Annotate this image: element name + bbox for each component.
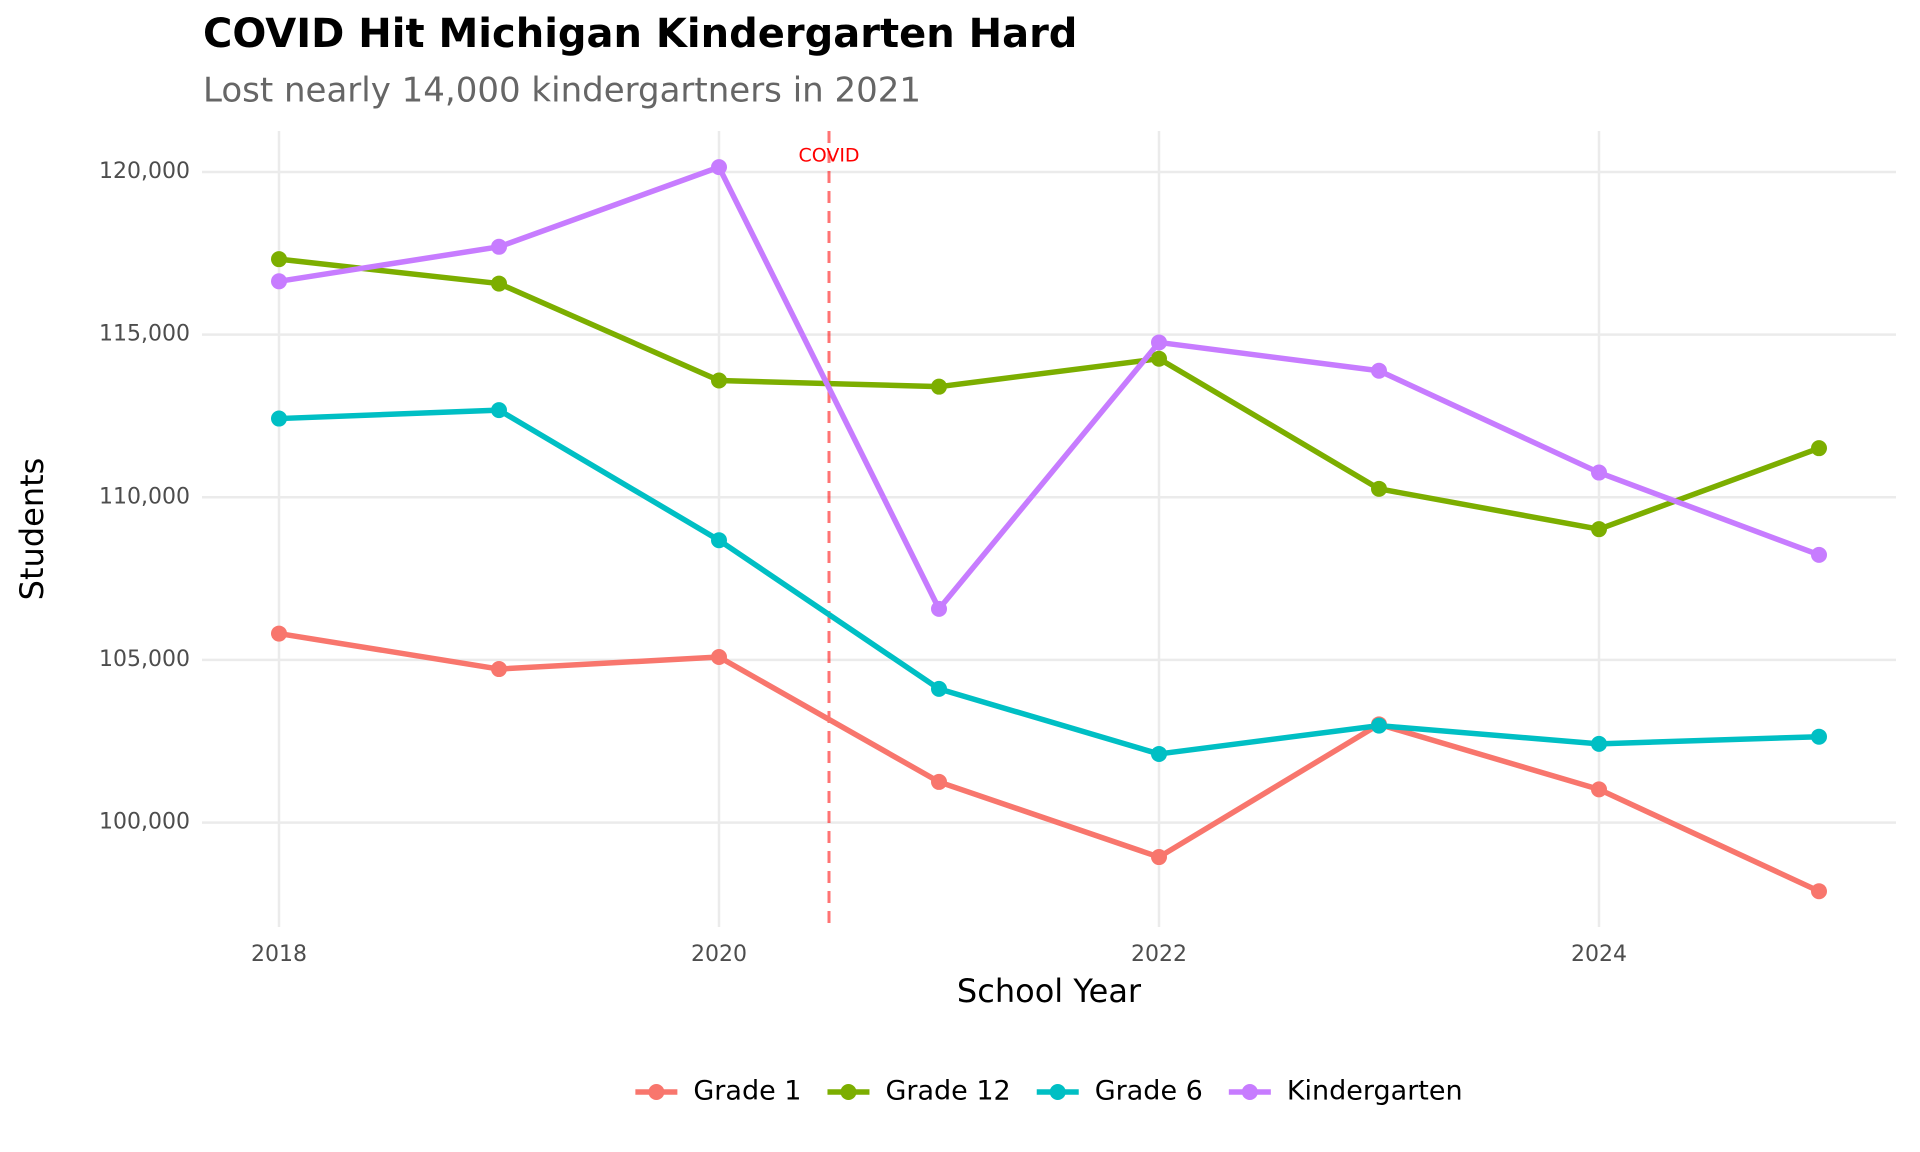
y-tick-label: 100,000	[99, 810, 190, 835]
y-tick-label: 105,000	[99, 647, 190, 672]
data-point	[1591, 521, 1607, 538]
data-point	[271, 410, 287, 427]
data-point	[931, 680, 947, 697]
legend-item: Grade 6	[1036, 1076, 1203, 1107]
legend-item: Grade 1	[635, 1076, 801, 1107]
legend-label: Kindergarten	[1287, 1076, 1463, 1107]
y-axis-title: Students	[13, 458, 51, 601]
legend-label: Grade 1	[693, 1076, 801, 1107]
data-point	[271, 251, 287, 268]
data-point	[711, 159, 727, 176]
y-tick-label: 120,000	[99, 159, 190, 184]
data-point	[491, 402, 507, 419]
data-point	[1591, 781, 1607, 798]
data-point	[491, 661, 507, 678]
x-tick-label: 2024	[1571, 942, 1627, 967]
data-point	[1811, 883, 1827, 900]
legend: Grade 1 Grade 12 Grade 6 Kindergarten	[635, 1076, 1463, 1107]
y-tick-label: 110,000	[99, 484, 190, 509]
data-point	[931, 378, 947, 395]
legend-key-point	[648, 1084, 665, 1100]
data-point	[1591, 735, 1607, 752]
data-point	[1811, 546, 1827, 563]
data-point	[711, 649, 727, 666]
data-point	[1591, 464, 1607, 481]
x-tick-label: 2022	[1131, 942, 1187, 967]
legend-key-point	[1241, 1084, 1258, 1100]
data-point	[1151, 334, 1167, 351]
legend-label: Grade 6	[1095, 1076, 1203, 1107]
data-point	[1371, 480, 1387, 497]
series-line	[278, 164, 1820, 612]
chart-subtitle: Lost nearly 14,000 kindergartners in 202…	[203, 71, 921, 111]
data-point	[1151, 849, 1167, 866]
legend-item: Kindergarten	[1228, 1076, 1463, 1107]
data-point	[711, 532, 727, 549]
y-tick-label: 115,000	[99, 322, 190, 347]
data-point	[1811, 440, 1827, 457]
series-line	[278, 256, 1820, 532]
data-point	[1151, 350, 1167, 367]
legend-key-point	[1049, 1084, 1066, 1100]
legend-label: Grade 12	[885, 1076, 1010, 1107]
x-axis-title: School Year	[957, 972, 1142, 1010]
data-point	[931, 773, 947, 790]
data-point	[1811, 728, 1827, 745]
annotation-label: COVID	[798, 145, 859, 167]
data-point	[1371, 362, 1387, 379]
legend-key-point	[840, 1084, 857, 1100]
data-point	[491, 238, 507, 255]
data-point	[271, 273, 287, 290]
data-point	[271, 625, 287, 642]
x-tick-label: 2020	[691, 942, 747, 967]
data-point	[1151, 745, 1167, 762]
series-line	[278, 630, 1821, 894]
data-point	[1371, 717, 1387, 734]
data-point	[491, 275, 507, 292]
series-line	[278, 407, 1820, 757]
legend-item: Grade 12	[827, 1076, 1011, 1107]
chart-title: COVID Hit Michigan Kindergarten Hard	[203, 11, 1077, 57]
x-tick-label: 2018	[251, 942, 307, 967]
data-point	[931, 600, 947, 617]
data-point	[711, 372, 727, 389]
